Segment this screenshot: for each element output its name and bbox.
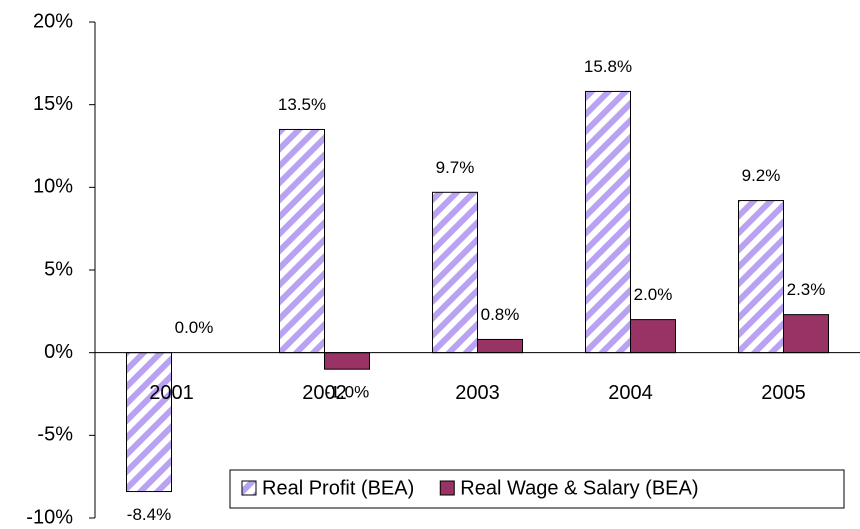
bar — [279, 128, 325, 354]
y-tick-label: 20% — [33, 10, 73, 32]
legend-swatch — [439, 480, 455, 496]
value-label: 9.7% — [436, 158, 475, 177]
bar — [324, 352, 370, 370]
value-label: 13.5% — [278, 95, 326, 114]
y-tick-label: 5% — [44, 258, 73, 280]
y-tick-label: 15% — [33, 93, 73, 115]
x-tick-label: 2004 — [608, 382, 653, 404]
bar — [477, 338, 523, 354]
legend-label: Real Profit (BEA) — [262, 477, 414, 499]
y-tick-label: 10% — [33, 176, 73, 198]
value-label: 2.3% — [787, 280, 826, 299]
y-tick-label: -5% — [37, 424, 73, 446]
x-tick-label: 2002 — [302, 382, 347, 404]
y-tick-label: -10% — [26, 506, 73, 528]
x-tick-label: 2001 — [149, 382, 194, 404]
legend-box — [229, 469, 845, 509]
bar — [738, 200, 784, 354]
value-label: -8.4% — [127, 505, 171, 524]
x-tick-label: 2005 — [761, 382, 806, 404]
bar — [783, 314, 829, 354]
value-label: -1.0% — [325, 383, 369, 402]
legend: Real Profit (BEA) Real Wage & Salary (BEA… — [229, 469, 845, 509]
y-tick-label: 0% — [44, 341, 73, 363]
bar — [585, 90, 631, 354]
value-label: 0.8% — [481, 305, 520, 324]
x-tick-label: 2003 — [455, 382, 500, 404]
legend-label: Real Wage & Salary (BEA) — [460, 477, 698, 499]
value-label: 9.2% — [742, 166, 781, 185]
legend-swatch — [241, 480, 257, 496]
value-label: 2.0% — [634, 285, 673, 304]
value-label: 15.8% — [584, 57, 632, 76]
bar — [630, 319, 676, 354]
value-label: 0.0% — [175, 318, 214, 337]
bar — [432, 191, 478, 354]
bar — [126, 352, 172, 493]
